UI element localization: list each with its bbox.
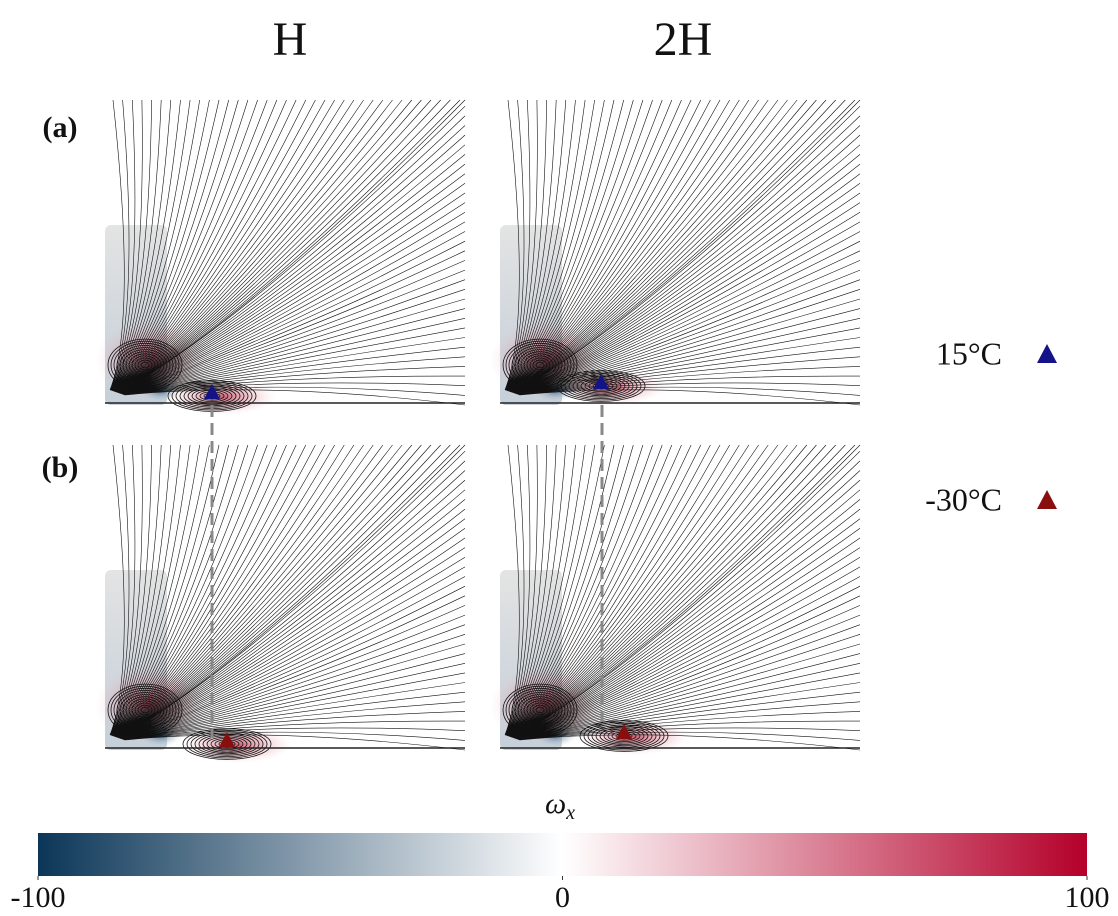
legend-label: -30°C [925,481,1002,517]
marker [593,374,609,389]
streamlines [109,444,466,751]
colorbar-tick-label: 100 [1065,881,1110,914]
streamlines [109,99,466,406]
streamlines [504,99,861,406]
legend-marker [1037,344,1057,363]
colorbar-tick-label: 0 [555,881,570,914]
marker [219,732,235,747]
legend-marker [1037,490,1057,509]
column-header: 2H [654,13,713,66]
colorbar-symbol: ω [545,787,566,820]
colorbar-subscript: x [565,802,575,824]
colorbar [38,833,1087,876]
row-label: (b) [42,451,79,484]
streamlines [504,444,861,751]
marker [204,384,220,399]
column-header: H [273,13,308,66]
colorbar-tick-label: -100 [11,881,66,914]
marker [616,724,632,739]
colorbar-label: ωx [545,787,575,824]
panels [95,99,861,763]
row-label: (a) [43,111,78,144]
legend-label: 15°C [936,335,1002,371]
